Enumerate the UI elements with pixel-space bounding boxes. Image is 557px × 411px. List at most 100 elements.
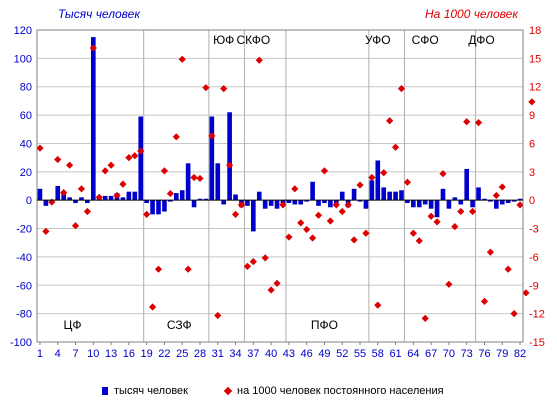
bar [470, 200, 475, 208]
diamond-point [522, 289, 530, 297]
diamond-point [368, 173, 376, 182]
diamond-point [427, 212, 435, 220]
x-tick-label: 76 [478, 348, 490, 360]
bar [405, 200, 410, 204]
diamond-point [415, 237, 423, 245]
bar [102, 195, 108, 201]
x-tick-label: 52 [336, 348, 348, 360]
diamond-point [208, 132, 216, 140]
bar [37, 188, 43, 201]
axes: 120100806040200-20-40-60-80-100181512963… [10, 25, 545, 360]
bar [440, 188, 446, 201]
left-tick-label: -60 [16, 280, 32, 292]
diamond-point [107, 161, 115, 169]
x-tick-label: 58 [372, 348, 384, 360]
bar [488, 200, 493, 202]
legend-bar-label: тысяч человек [114, 385, 188, 397]
right-axis-title: На 1000 человек [425, 7, 519, 21]
bar [316, 200, 321, 206]
bar [452, 197, 458, 201]
x-tick-label: 37 [247, 348, 259, 360]
bar [274, 200, 280, 209]
diamond-point [196, 174, 204, 183]
bar [191, 200, 197, 208]
district-label: СКФО [236, 33, 270, 47]
x-tick-label: 25 [176, 348, 188, 360]
x-tick-label: 70 [443, 348, 455, 360]
district-label: УФО [365, 33, 391, 47]
bar [381, 187, 387, 201]
diamond-point [42, 227, 50, 235]
left-tick-label: -80 [16, 309, 32, 321]
diamond-point [226, 161, 234, 169]
diamond-point [391, 143, 400, 151]
diamond-point [190, 173, 198, 182]
bar [43, 200, 49, 206]
bar [422, 200, 428, 205]
x-tick-label: 82 [514, 348, 526, 360]
x-tick-label: 49 [318, 348, 330, 360]
right-tick-label: 9 [529, 110, 535, 122]
diamond-point [71, 222, 80, 230]
x-tick-label: 34 [229, 348, 241, 360]
diamond-point [143, 210, 151, 218]
legend-diamond-swatch [223, 386, 233, 396]
diamond-point [314, 211, 323, 219]
legend-bar-swatch [102, 387, 108, 395]
diamond-point [154, 265, 163, 273]
diamond-point [255, 56, 263, 64]
bar [138, 116, 144, 201]
diamond-point [451, 223, 459, 231]
bar [173, 193, 179, 201]
bar [251, 200, 256, 232]
bar [132, 191, 138, 201]
bar [286, 200, 292, 204]
bar [328, 200, 333, 208]
diamond-point [474, 119, 483, 127]
bar [209, 116, 215, 201]
bar [375, 160, 381, 201]
bar [399, 190, 404, 201]
diamond-point [291, 185, 299, 193]
diamond-point [54, 155, 62, 164]
bar [446, 200, 452, 209]
bar [156, 200, 161, 215]
diamond-point [89, 44, 97, 52]
right-tick-label: -15 [529, 337, 545, 349]
diamond-point [326, 217, 334, 225]
diamond-point [356, 181, 364, 189]
left-tick-label: 20 [20, 167, 32, 179]
diamond-point [267, 286, 275, 294]
bar [292, 200, 298, 205]
bar [85, 200, 90, 204]
bar [55, 186, 61, 201]
bar [168, 200, 173, 202]
diamond-point [166, 189, 174, 198]
bar [197, 198, 203, 201]
bar [369, 180, 375, 201]
diamond-point [60, 189, 68, 197]
bar [256, 191, 262, 201]
diamond-point [243, 262, 252, 270]
left-tick-label: 80 [20, 82, 32, 94]
district-labels: ЮФ СКФО УФО СФО ДФО ЦФ СЗФ ПФО [64, 33, 495, 332]
diamond-point [77, 185, 86, 193]
diamond-point [386, 117, 394, 125]
diamond-point [439, 170, 447, 178]
diamond-point [285, 233, 293, 241]
bar [268, 200, 274, 206]
bar [162, 200, 167, 212]
diamond-point [137, 147, 145, 155]
right-tick-label: 12 [529, 82, 541, 94]
diamond-point [202, 84, 210, 92]
left-axis-title: Тысяч человек [58, 7, 141, 21]
diamond-point [95, 193, 103, 201]
diamond-point [148, 303, 157, 311]
bar [108, 195, 114, 201]
left-tick-label: -40 [16, 252, 32, 264]
bar [322, 200, 327, 204]
x-tick-label: 40 [265, 348, 277, 360]
left-tick-label: -20 [16, 224, 32, 236]
diamond-point [463, 118, 471, 126]
bar [393, 191, 398, 201]
